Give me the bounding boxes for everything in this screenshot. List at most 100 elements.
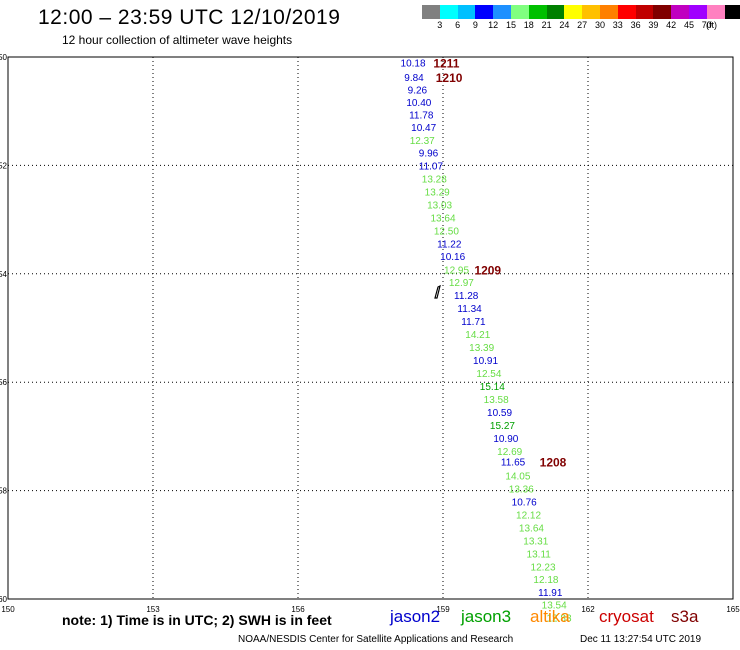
wave-height-label: 9.26 (408, 86, 428, 97)
wave-height-label: 13.54 (542, 600, 567, 611)
wave-height-label: 11.34 (457, 304, 482, 315)
legend-label: 30 (594, 20, 605, 30)
legend-swatch (475, 5, 494, 19)
wave-height-label: 13.11 (527, 549, 552, 560)
satellite-jason2: jason2 (390, 607, 441, 626)
x-tick-label: 162 (581, 605, 595, 614)
wave-height-label: 10.18 (401, 58, 426, 69)
wave-height-label: 13.58 (484, 395, 509, 406)
wave-height-label: 12.18 (533, 575, 558, 586)
legend-swatch (671, 5, 689, 19)
satellite-cryosat: cryosat (599, 607, 654, 626)
wave-height-label: 12.97 (449, 278, 474, 289)
x-tick-label: 159 (436, 605, 450, 614)
wave-height-label: 13.31 (523, 536, 548, 547)
wave-height-label: 12.69 (497, 447, 522, 458)
wave-height-label: 13.39 (469, 343, 494, 354)
wave-height-label: 12.83 (546, 613, 571, 624)
wave-height-label: 10.76 (512, 497, 537, 508)
wave-height-label: 15.27 (490, 421, 515, 432)
wave-height-label: 10.40 (406, 98, 431, 109)
wave-height-label: 10.16 (440, 252, 465, 263)
y-tick-label: -54 (0, 270, 8, 279)
x-tick-label: 156 (291, 605, 305, 614)
legend-swatch (689, 5, 707, 19)
wave-height-label: 12.23 (531, 562, 556, 573)
legend-label: 70 (701, 20, 712, 30)
legend-unit: (ft) (706, 20, 717, 30)
footer-timestamp: Dec 11 13:27:54 UTC 2019 (580, 634, 702, 645)
footer-credit: NOAA/NESDIS Center for Satellite Applica… (238, 634, 514, 645)
legend-swatch (528, 5, 547, 19)
wave-height-label: 10.59 (487, 408, 512, 419)
legend-swatch (600, 5, 618, 19)
legend-label: 9 (472, 20, 478, 30)
footer-note: note: 1) Time is in UTC; 2) SWH is in fe… (62, 612, 332, 628)
legend-label: 3 (437, 20, 443, 30)
wave-height-label: 15.14 (480, 382, 505, 393)
legend-label: 21 (541, 20, 552, 30)
satellite-s3a: s3a (671, 607, 699, 626)
legend-swatch (706, 5, 725, 19)
wave-height-label: 11.28 (454, 291, 479, 302)
wave-height-label: 13.03 (427, 200, 452, 211)
x-tick-label: 150 (1, 605, 15, 614)
legend-swatch (422, 5, 440, 19)
y-tick-label: -60 (0, 595, 8, 604)
legend-label: 33 (612, 20, 623, 30)
wave-height-label: 11.07 (419, 161, 444, 172)
wave-height-label: 11.91 (538, 588, 563, 599)
legend-swatch (511, 5, 529, 19)
legend-swatch (564, 5, 583, 19)
x-tick-label: 165 (726, 605, 740, 614)
chart-subtitle: 12 hour collection of altimeter wave hei… (62, 33, 293, 47)
wave-height-label: 11.65 (501, 457, 526, 468)
wave-height-label: 10.47 (411, 123, 436, 134)
wave-height-label: 12.95 (444, 265, 469, 276)
legend-swatch (724, 5, 740, 19)
satellite-jason3: jason3 (461, 607, 512, 626)
time-label: 1211 (433, 56, 459, 70)
legend-swatch (617, 5, 636, 19)
y-tick-label: -58 (0, 487, 8, 496)
legend-label: 39 (648, 20, 659, 30)
wave-height-label: 11.22 (437, 239, 462, 250)
wave-height-label: 10.90 (493, 434, 518, 445)
legend-label: 36 (630, 20, 641, 30)
wave-height-label: 9.84 (404, 73, 424, 84)
wave-height-label: 9.96 (419, 148, 439, 159)
legend-label: 24 (559, 20, 570, 30)
legend-swatch (653, 5, 672, 19)
wave-height-label: 14.21 (465, 330, 490, 341)
legend-swatch (457, 5, 476, 19)
legend-swatch (493, 5, 511, 19)
y-tick-label: -50 (0, 53, 8, 62)
wave-height-label: 13.36 (509, 484, 534, 495)
legend-label: 15 (505, 20, 516, 30)
wave-height-label: 13.64 (430, 213, 455, 224)
wave-height-label: 12.54 (476, 369, 501, 380)
wave-height-label: 12.50 (434, 226, 459, 237)
y-tick-label: -52 (0, 161, 8, 170)
y-tick-label: -56 (0, 378, 8, 387)
wave-height-label: 11.71 (461, 317, 486, 328)
legend-label: 12 (488, 20, 499, 30)
legend-label: 42 (666, 20, 677, 30)
wave-height-label: 13.29 (425, 187, 450, 198)
legend-label: 27 (577, 20, 588, 30)
chart-title: 12:00 – 23:59 UTC 12/10/2019 (38, 6, 341, 29)
legend-swatch (582, 5, 600, 19)
legend-swatch (546, 5, 565, 19)
wave-height-label: 10.91 (473, 356, 498, 367)
wave-height-label: 13.28 (422, 174, 447, 185)
plot-frame (7, 56, 734, 600)
time-label: 1209 (474, 263, 501, 277)
x-tick-label: 153 (146, 605, 160, 614)
time-label: 1208 (540, 455, 567, 469)
legend-label: 18 (523, 20, 534, 30)
time-label: 1210 (436, 71, 463, 85)
wave-height-label: 11.78 (409, 110, 434, 121)
island-outline (434, 284, 441, 299)
wave-height-label: 13.64 (519, 523, 544, 534)
